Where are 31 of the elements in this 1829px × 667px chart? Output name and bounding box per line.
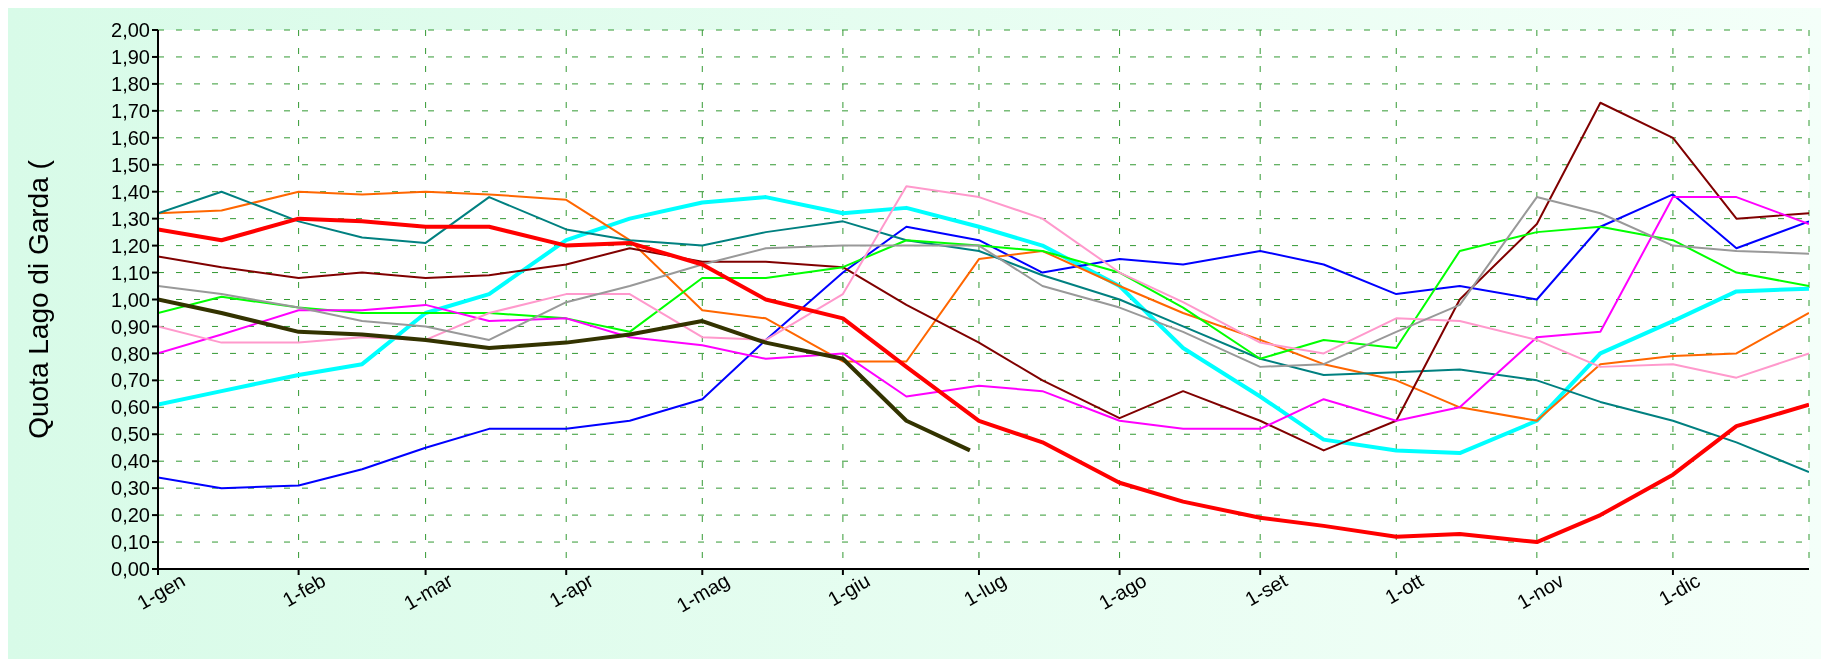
x-tick-label: 1-nov bbox=[1513, 569, 1568, 614]
y-axis-title: Quota Lago di Garda ( bbox=[22, 159, 54, 439]
y-tick-label: 0,00 bbox=[111, 558, 150, 581]
y-tick-label: 0,30 bbox=[111, 477, 150, 500]
y-tick-label: 1,70 bbox=[111, 99, 150, 122]
y-tick-label: 1,90 bbox=[111, 46, 150, 69]
x-tick-label: 1-apr bbox=[545, 568, 598, 612]
y-tick-label: 1,60 bbox=[111, 126, 150, 149]
x-tick-label: 1-feb bbox=[278, 569, 330, 611]
x-tick-label: 1-giu bbox=[824, 569, 874, 611]
y-tick-label: 1,20 bbox=[111, 234, 150, 257]
y-tick-label: 1,50 bbox=[111, 153, 150, 176]
y-tick-label: 1,00 bbox=[111, 288, 150, 311]
y-tick-label: 0,60 bbox=[111, 396, 150, 419]
y-tick-label: 1,10 bbox=[111, 261, 150, 284]
y-tick-label: 1,80 bbox=[111, 73, 150, 95]
y-tick-label: 0,20 bbox=[111, 504, 150, 527]
y-tick-label: 0,40 bbox=[111, 450, 150, 473]
y-tick-label: 0,80 bbox=[111, 342, 150, 365]
x-tick-label: 1-lug bbox=[960, 569, 1010, 611]
y-tick-label: 0,10 bbox=[111, 531, 150, 554]
y-tick-label: 1,40 bbox=[111, 180, 150, 203]
x-tick-label: 1-ott bbox=[1381, 568, 1428, 609]
x-tick-label: 1-ago bbox=[1094, 569, 1151, 614]
y-tick-label: 0,90 bbox=[111, 315, 150, 338]
y-tick-label: 0,50 bbox=[111, 423, 150, 446]
y-tick-label: 2,00 bbox=[111, 19, 150, 42]
x-tick-label: 1-dic bbox=[1655, 569, 1704, 610]
x-tick-label: 1-set bbox=[1241, 568, 1292, 611]
y-tick-label: 1,30 bbox=[111, 207, 150, 230]
y-tick-label: 0,70 bbox=[111, 369, 150, 392]
